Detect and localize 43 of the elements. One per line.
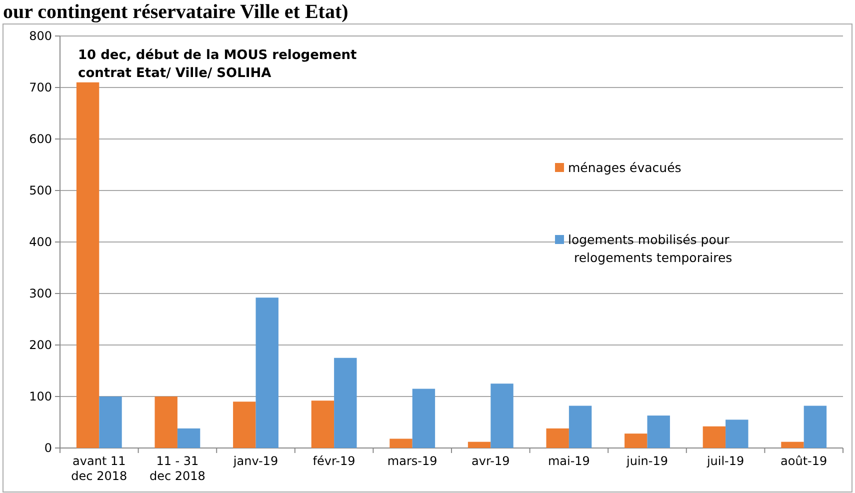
y-tick-label: 500 — [29, 184, 52, 198]
bar — [568, 406, 592, 448]
x-tick-label: mai-19 — [548, 454, 590, 468]
x-tick-label: janv-19 — [232, 454, 278, 468]
bar — [647, 416, 670, 448]
legend-label: ménages évacués — [568, 160, 682, 175]
bar — [76, 82, 100, 448]
bar — [311, 400, 334, 448]
annotation: 10 dec, début de la MOUS relogement contrat Etat/ Ville/ SOLIHA — [78, 48, 357, 81]
x-tick-label: juil-19 — [706, 454, 744, 468]
y-tick-label: 300 — [29, 286, 52, 301]
bar — [256, 298, 278, 448]
x-tick-label: 11 - 31 dec 2018 — [149, 454, 206, 483]
bar — [233, 402, 256, 448]
x-tick-label: août-19 — [780, 454, 828, 468]
y-tick-label: 700 — [29, 80, 52, 95]
y-tick-label: 0 — [44, 441, 52, 456]
bar — [177, 428, 200, 448]
bar — [99, 396, 122, 448]
bar — [490, 384, 514, 448]
x-tick-label: avant 11 dec 2018 — [71, 454, 128, 483]
y-tick-label: 400 — [29, 235, 52, 250]
bar — [624, 434, 648, 448]
legend-label: logements mobilisés pour relogements temporaires — [568, 232, 732, 265]
y-tick-label: 200 — [29, 338, 52, 352]
bar — [412, 388, 436, 448]
bar — [702, 426, 726, 448]
x-tick-label: juin-19 — [626, 454, 668, 468]
bar — [334, 358, 357, 448]
y-tick-label: 100 — [29, 390, 52, 404]
bar — [726, 420, 748, 448]
bar — [154, 396, 178, 448]
bar — [468, 442, 491, 448]
bar — [390, 438, 412, 448]
bar — [804, 406, 827, 448]
x-tick-label: avr-19 — [472, 454, 510, 468]
x-tick-label: mars-19 — [387, 454, 438, 468]
y-tick-label: 600 — [29, 132, 52, 146]
bar — [781, 442, 804, 448]
chart-title: our contingent réservataire Ville et Etat) — [3, 1, 348, 23]
x-tick-label: févr-19 — [312, 454, 356, 468]
bar — [546, 428, 569, 448]
y-tick-label: 800 — [29, 29, 52, 44]
